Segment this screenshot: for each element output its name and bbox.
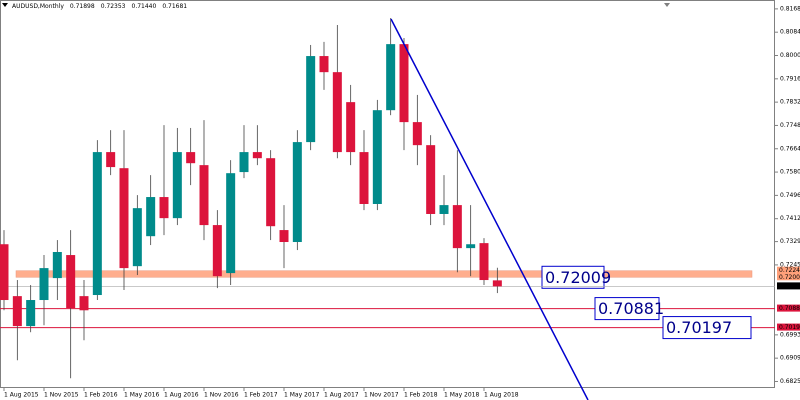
x-tick-label: 1 Aug 2015 [4,392,39,399]
current-price-bg [777,282,800,290]
x-tick-label: 1 Aug 2016 [164,392,199,399]
x-tick-label: 1 May 2017 [284,392,319,399]
candle-body [146,197,156,237]
candle-body [132,208,142,267]
candle-body [0,244,9,301]
y-tick-label: 0.68255 [780,378,800,385]
candle-body [199,165,209,226]
candle-body [466,244,476,249]
candle-body [479,243,489,281]
level-box-label: 0.70881 [598,299,664,318]
level-axis-label-bg [777,323,800,331]
level-box-label: 0.70197 [666,318,732,337]
ohlc-value: 0.71440 [132,3,157,10]
current-price-label: 0.71681 [779,283,800,290]
candle-body [439,205,449,214]
level-axis-label: 0.70881 [779,305,800,312]
candle-body [412,122,422,146]
level-axis-label-bg [777,304,800,312]
candle-body [426,145,436,214]
candle-body [306,56,316,143]
candle-body [26,300,36,327]
candle-body [226,173,236,274]
x-tick-label: 1 Nov 2016 [204,392,239,399]
candle-body [359,152,369,204]
x-tick-label: 1 Feb 2018 [404,392,438,399]
zone-axis-label: 0.72246 [779,267,800,274]
candle-body [452,205,462,249]
candle-body [39,268,49,301]
x-tick-label: 1 Aug 2018 [484,392,519,399]
candle-body [212,225,222,277]
candle-body [186,152,196,164]
y-tick-label: 0.69935 [780,331,800,338]
x-tick-label: 1 Nov 2017 [364,392,399,399]
y-tick-label: 0.72455 [780,261,800,268]
x-tick-label: 1 Feb 2017 [244,392,278,399]
candle-body [292,142,302,243]
candle-body [52,252,62,279]
x-tick-label: 1 Nov 2015 [44,392,79,399]
zone-axis-label-bg [777,266,800,274]
level-box-label: 0.72009 [545,268,611,287]
ohlc-value: 0.71898 [70,3,95,10]
candle-body [266,158,276,227]
y-tick-label: 0.69095 [780,355,800,362]
candle-body [106,152,116,168]
support-zone [15,270,753,278]
candle-body [332,72,342,153]
candle-body [279,230,289,243]
level-box [594,297,660,321]
level-box [662,316,752,340]
candle-body [79,296,89,311]
candle-body [66,255,76,309]
candle-body [172,152,182,219]
candle-body [319,56,329,73]
y-tick-label: 0.73295 [780,238,800,245]
trendline [390,18,589,400]
menu-arrow [2,3,8,7]
candle-body [346,102,356,153]
candle-body [386,44,396,111]
candle-body [372,110,382,204]
candle-body [399,44,409,123]
level-axis-label: 0.72009 [779,274,800,281]
symbol: AUDUSD,Monthly [12,3,64,10]
level-box [541,265,605,289]
menu-arrow [664,3,670,7]
x-tick-label: 1 Aug 2017 [324,392,359,399]
candle-body [239,152,249,173]
x-tick-label: 1 May 2016 [124,392,159,399]
level-axis-label-bg [777,273,800,281]
chart-header: AUDUSD,Monthly 0.71898 0.72353 0.71440 0.716… [12,3,187,10]
x-tick-label: 1 May 2018 [444,392,479,399]
level-axis-label: 0.70197 [779,324,800,331]
candle-body [492,280,502,287]
ohlc-value: 0.72353 [101,3,126,10]
ohlc-value: 0.71681 [162,3,187,10]
candle-body [119,168,129,269]
candle-body [252,152,262,159]
x-tick-label: 1 Feb 2016 [84,392,118,399]
candle-body [92,152,102,296]
candle-body [159,197,169,219]
candle-body [12,296,22,327]
